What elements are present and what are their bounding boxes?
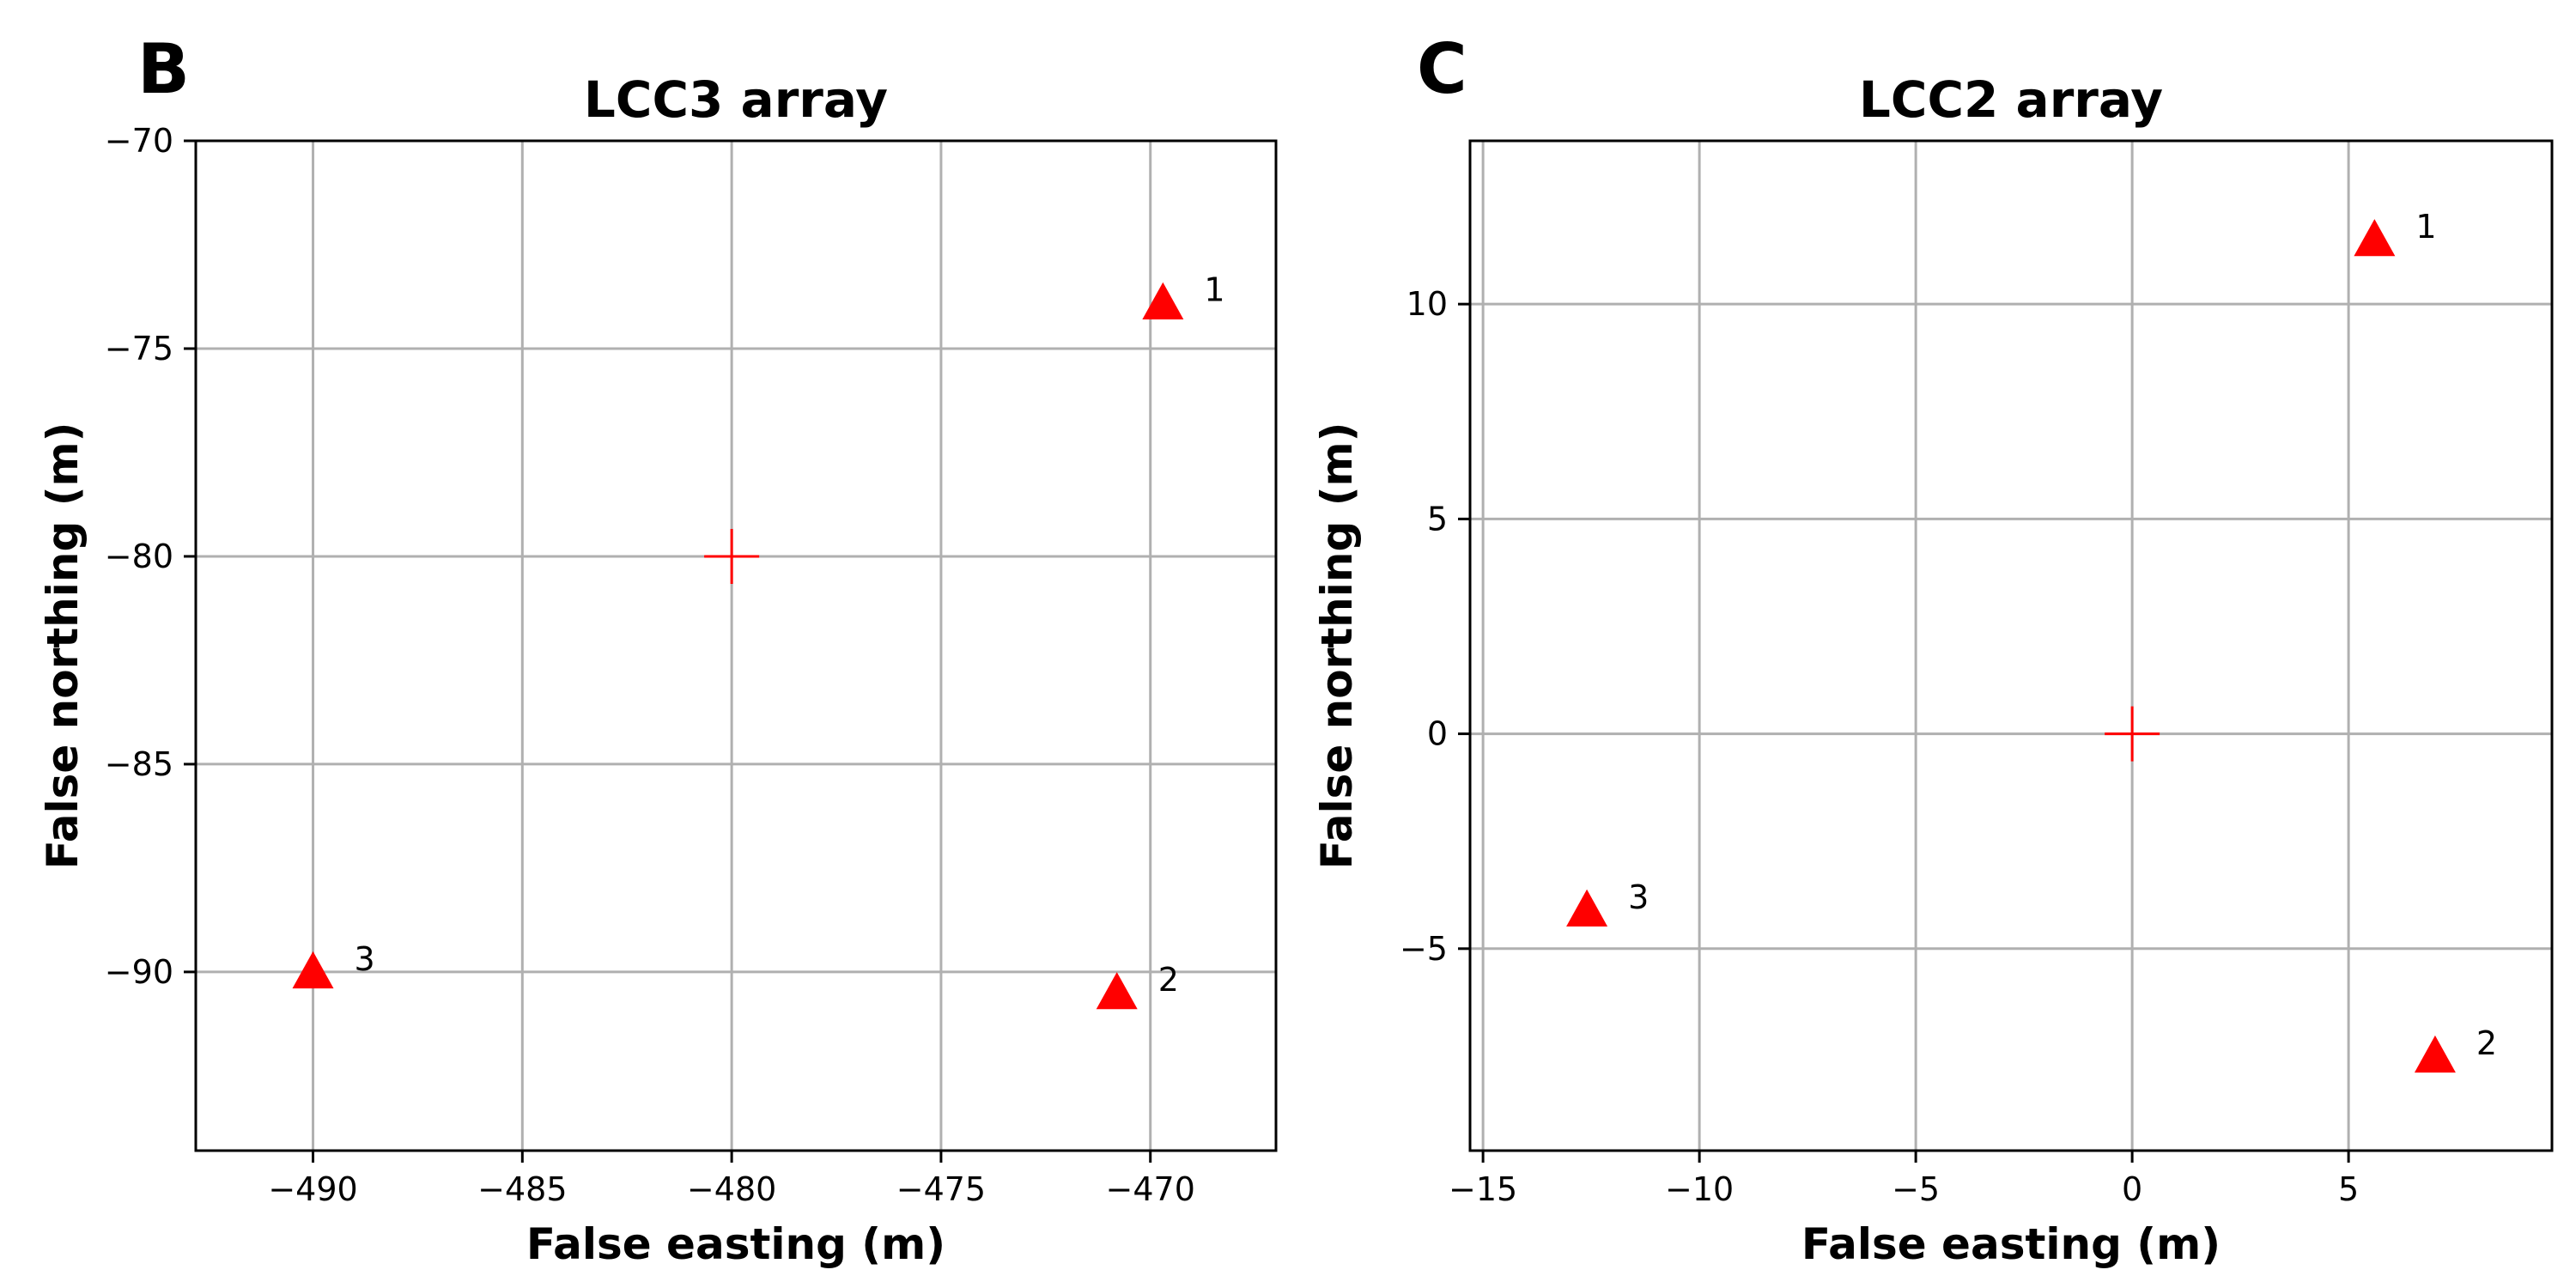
station-marker-2 bbox=[1096, 972, 1138, 1010]
x-tick-label: −10 bbox=[1665, 1170, 1734, 1208]
station-label-3: 3 bbox=[355, 940, 375, 978]
x-tick-label: −480 bbox=[687, 1170, 776, 1208]
chart-title: LCC3 array bbox=[584, 70, 888, 129]
station-label-1: 1 bbox=[1204, 271, 1224, 309]
y-axis-label: False northing (m) bbox=[1312, 422, 1362, 869]
station-marker-1 bbox=[1142, 282, 1184, 319]
gridlines bbox=[1470, 141, 2552, 1151]
station-marker-3 bbox=[292, 951, 334, 989]
array-center-marker bbox=[2105, 706, 2160, 762]
panel-letter: C bbox=[1417, 29, 1467, 109]
station-label-2: 2 bbox=[2476, 1024, 2497, 1062]
chart-panel-b: B LCC3 array −490 −485 −480 −475 −470 −70 −75 −80… bbox=[38, 29, 1278, 1269]
plot-frame bbox=[194, 139, 1278, 1152]
plot-frame bbox=[1468, 139, 2554, 1152]
x-tick-label: 0 bbox=[2122, 1170, 2142, 1208]
x-tick-label: 5 bbox=[2338, 1170, 2359, 1208]
panel-letter: B bbox=[137, 29, 190, 109]
y-tick-label: 5 bbox=[1427, 500, 1448, 538]
x-axis-label: False easting (m) bbox=[526, 1219, 945, 1269]
y-tick-label: −90 bbox=[105, 953, 173, 991]
chart-title: LCC2 array bbox=[1859, 70, 2163, 129]
y-tick-label: 10 bbox=[1406, 285, 1448, 323]
y-tick-label: −80 bbox=[105, 538, 173, 575]
station-label-2: 2 bbox=[1158, 961, 1179, 999]
station-label-1: 1 bbox=[2415, 208, 2436, 246]
x-tick-label: −490 bbox=[268, 1170, 357, 1208]
array-center-marker bbox=[704, 528, 760, 584]
station-marker-3 bbox=[1566, 889, 1608, 927]
y-tick-label: −5 bbox=[1400, 930, 1448, 968]
y-tick-label: −75 bbox=[105, 330, 173, 368]
x-tick-label: −475 bbox=[896, 1170, 986, 1208]
y-tick-label: 0 bbox=[1427, 715, 1448, 753]
x-axis-label: False easting (m) bbox=[1801, 1219, 2221, 1269]
station-marker-1 bbox=[2354, 219, 2396, 257]
y-axis-label: False northing (m) bbox=[38, 422, 88, 869]
x-tick-label: −470 bbox=[1106, 1170, 1195, 1208]
station-label-3: 3 bbox=[1628, 878, 1649, 916]
x-tick-label: −15 bbox=[1449, 1170, 1517, 1208]
y-tick-label: −70 bbox=[105, 122, 173, 160]
y-tick-label: −85 bbox=[105, 745, 173, 783]
chart-panel-c: C LCC2 array −15 −10 −5 0 5 10 5 0 −5 False easting… bbox=[1312, 29, 2554, 1269]
x-tick-label: −485 bbox=[477, 1170, 567, 1208]
station-marker-2 bbox=[2414, 1035, 2456, 1073]
x-tick-label: −5 bbox=[1892, 1170, 1940, 1208]
